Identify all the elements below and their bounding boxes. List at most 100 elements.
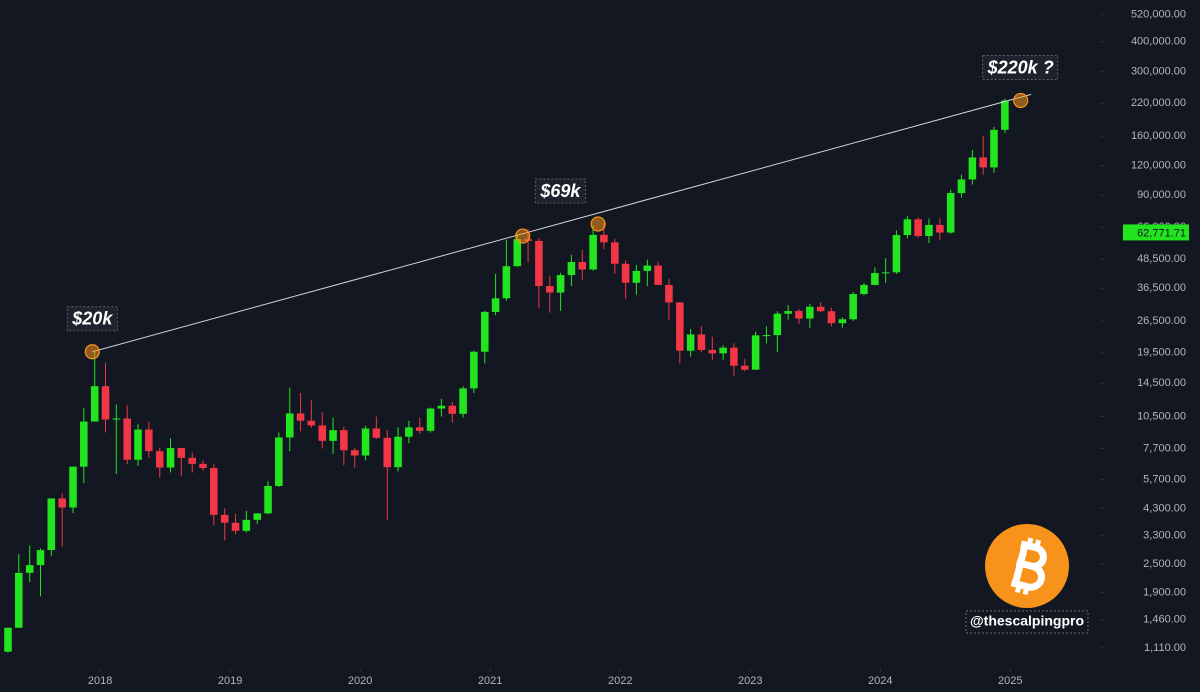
candle-body (394, 436, 402, 468)
candle-body (437, 405, 446, 409)
candle-body (925, 224, 933, 237)
candle-body (36, 550, 45, 566)
y-tick-label: 26,500.00 (1137, 315, 1186, 327)
candle-body (69, 466, 77, 508)
y-tick-label: 3,300.00 (1143, 530, 1186, 542)
candle-body (827, 311, 836, 324)
y-tick-label: 36,500.00 (1137, 282, 1186, 294)
candle-body (665, 284, 673, 303)
candle-body (860, 284, 868, 295)
candle-body (340, 430, 348, 451)
candle-body (199, 463, 207, 468)
candle-body (25, 565, 34, 573)
candle-body (210, 467, 218, 515)
candle-body (155, 451, 164, 468)
candle-body (708, 349, 717, 354)
candle-body (58, 498, 66, 508)
y-tick-label: 5,700.00 (1143, 473, 1186, 485)
y-tick-label: 120,000.00 (1131, 160, 1186, 172)
annotation-box (982, 55, 1059, 81)
candles (4, 98, 1009, 653)
candle-body (275, 437, 283, 486)
overlay: $20k $69k $220k ? (66, 55, 1059, 360)
candle-body (253, 513, 262, 520)
candle-body (307, 420, 316, 426)
axes: 520,000.00 400,000.00 300,000.00 220,000.00… (88, 9, 1189, 687)
candle-body (220, 514, 229, 523)
candle-body (611, 242, 619, 264)
candle-body (903, 219, 912, 236)
candle-body (556, 275, 565, 293)
candle-body (502, 266, 511, 299)
y-tick-label: 220,000.00 (1131, 97, 1186, 109)
annotation-box (66, 306, 118, 332)
candle-body (654, 265, 662, 285)
y-tick-label: 14,500.00 (1137, 377, 1186, 389)
candle-body (621, 263, 630, 283)
candle-body (632, 270, 641, 283)
highlight-circle (84, 344, 100, 360)
candle-body (946, 193, 955, 233)
candle-body (936, 224, 944, 233)
candle-body (686, 334, 695, 351)
candle-body (242, 519, 251, 531)
x-tick-label: 2018 (88, 675, 112, 687)
highlight-circle (515, 228, 531, 244)
y-tick-label: 520,000.00 (1131, 9, 1186, 21)
candle-body (101, 386, 110, 420)
candle-body (968, 157, 977, 180)
y-tick-label: 300,000.00 (1131, 65, 1186, 77)
candle-body (15, 572, 23, 628)
candle-body (643, 265, 652, 271)
candle-body (816, 306, 825, 312)
candle-body (589, 234, 597, 270)
candle-body (741, 365, 749, 370)
x-tick-label: 2025 (998, 675, 1022, 687)
candle-body (416, 427, 424, 431)
y-tick-label: 7,700.00 (1143, 442, 1186, 454)
y-tick-label: 2,500.00 (1143, 558, 1186, 570)
annotation-label: $20k (71, 308, 113, 328)
x-tick-label: 2019 (218, 675, 242, 687)
y-tick-label: 1,110.00 (1144, 642, 1186, 654)
highlight-circle (1013, 92, 1029, 109)
candle-body (285, 413, 294, 438)
candle-body (470, 351, 478, 389)
candle-body (578, 261, 587, 270)
y-tick-label: 1,900.00 (1143, 586, 1186, 598)
candle-body (881, 272, 890, 274)
y-tick-label: 160,000.00 (1131, 130, 1186, 142)
candle-body (123, 418, 132, 460)
candle-body (47, 498, 56, 551)
candle-body (979, 157, 987, 168)
candle-body (567, 261, 576, 276)
candle-body (112, 418, 121, 420)
candle-body (318, 425, 327, 441)
candle-body (838, 319, 847, 324)
y-tick-label: 48,500.00 (1137, 253, 1186, 265)
candle-body (264, 485, 272, 514)
candle-body (1001, 100, 1009, 130)
watermark: @thescalpingpro (970, 613, 1084, 629)
trendline (92, 93, 1032, 353)
candle-body (849, 294, 857, 320)
candle-body (90, 386, 99, 422)
candle-body (481, 311, 489, 352)
candle-body (448, 405, 457, 414)
candle-body (784, 311, 792, 314)
y-tick-label: 400,000.00 (1131, 36, 1186, 48)
logo-symbol (1010, 537, 1047, 595)
candle-body (177, 448, 186, 458)
candle-body (513, 239, 522, 267)
candle-body (719, 347, 727, 354)
candle-body (892, 235, 901, 273)
x-tick-label: 2021 (478, 675, 502, 687)
candle-body (491, 298, 500, 312)
candle-body (730, 347, 738, 366)
candle-body (676, 302, 684, 351)
candle-body (296, 413, 305, 421)
annotation-label: $220k ? (987, 57, 1054, 77)
candle-body (372, 428, 381, 438)
